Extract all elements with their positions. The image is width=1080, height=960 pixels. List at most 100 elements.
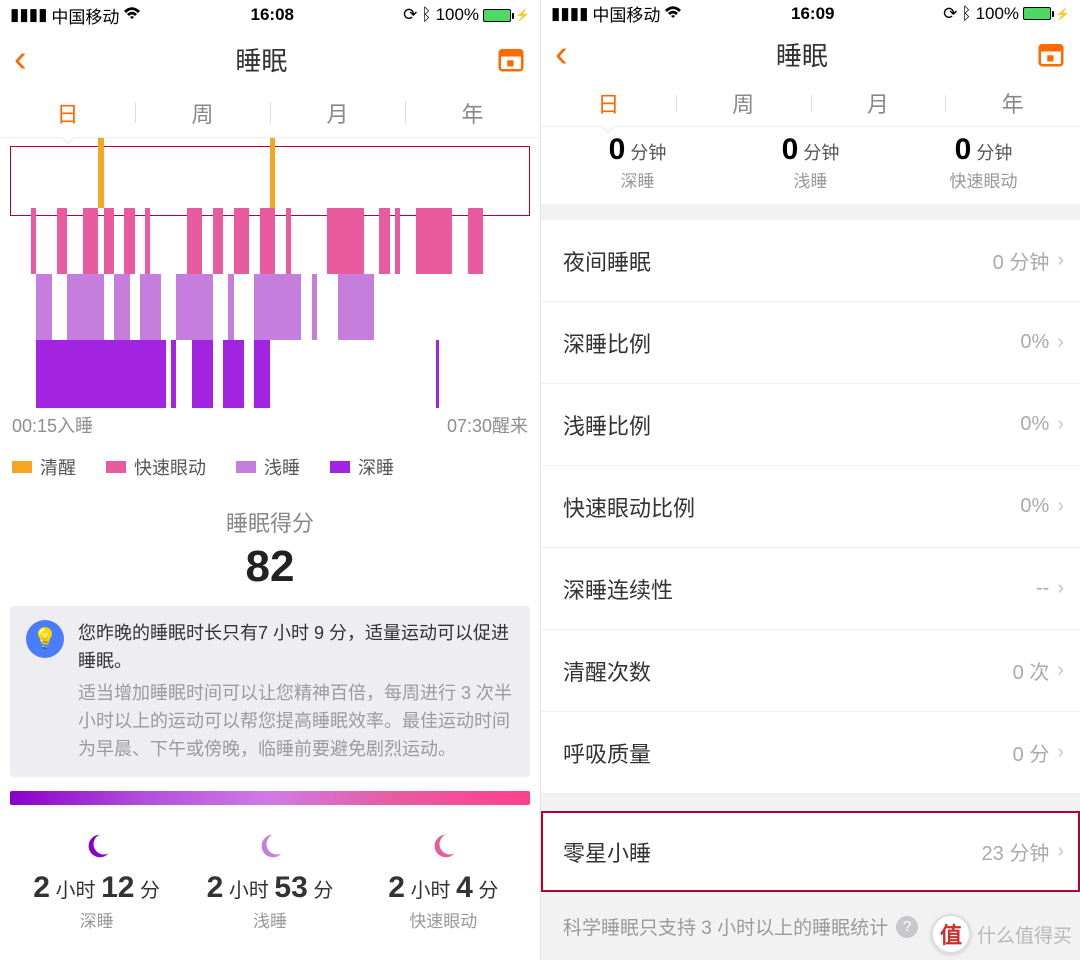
lock-icon: ⟳ [943,4,957,24]
legend-item: 清醒 [12,454,76,480]
right-screenshot: ▮▮▮▮ 中国移动 16:09 ⟳ ᛒ 100% ⚡ ‹ 睡眠 日周月年 0 分… [540,0,1080,960]
metric-row[interactable]: 夜间睡眠0 分钟› [541,220,1080,302]
row-nap[interactable]: 零星小睡 23 分钟 › [541,811,1080,893]
metric-row[interactable]: 清醒次数0 次› [541,630,1080,712]
range-tabs: 日周月年 [541,81,1080,127]
calendar-button[interactable] [496,44,526,74]
chart-segment [114,274,130,340]
range-tabs: 日周月年 [0,88,540,138]
metric-row[interactable]: 深睡比例0% › [541,302,1080,384]
watermark: 值 什么值得买 [931,914,1072,954]
row-value: 0% [1020,413,1049,436]
top-stat: 0 分钟深睡 [551,133,724,192]
breakdown-value: 2 小时 53 分 [183,871,356,905]
tab-日[interactable]: 日 [541,81,676,126]
chart-segment [67,274,103,340]
help-icon[interactable]: ? [896,916,918,938]
footer-text: 科学睡眠只支持 3 小时以上的睡眠统计 [563,913,888,940]
tab-年[interactable]: 年 [405,88,540,137]
row-label: 深睡比例 [563,327,1020,359]
chart-segment [286,208,291,274]
breakdown-label: 快速眼动 [357,907,530,932]
score-label: 睡眠得分 [0,506,540,538]
back-button[interactable]: ‹ [14,40,27,78]
top-stat-value: 0 分钟 [724,133,897,167]
chart-segment [468,208,484,274]
back-button[interactable]: ‹ [555,35,568,73]
chart-segment [98,138,103,208]
legend-swatch [106,461,126,473]
metric-row[interactable]: 深睡连续性--› [541,548,1080,630]
page-title: 睡眠 [568,36,1036,73]
chart-segment [36,340,166,408]
chevron-right-icon: › [1057,331,1064,354]
battery-pct: 100% [976,4,1019,24]
row-value: 0 次 [1013,656,1050,685]
chart-segment [83,208,99,274]
tab-月[interactable]: 月 [270,88,405,137]
metric-row[interactable]: 快速眼动比例0%› [541,466,1080,548]
chart-segment [187,208,203,274]
legend-item: 浅睡 [236,454,300,480]
nav-bar: ‹ 睡眠 [0,30,540,88]
legend-label: 快速眼动 [134,454,206,480]
carrier-label: 中国移动 [592,1,660,26]
row-value: 23 分钟 [982,837,1050,866]
battery-pct: 100% [436,5,479,25]
metric-row[interactable]: 呼吸质量0 分› [541,712,1080,794]
row-label: 夜间睡眠 [563,245,993,277]
lightbulb-icon: 💡 [26,620,64,658]
chart-segment [395,208,400,274]
legend-swatch [330,461,350,473]
nav-bar: ‹ 睡眠 [541,28,1080,81]
chart-segment [176,274,212,340]
charging-icon: ⚡ [1055,7,1070,21]
chart-segment [140,274,161,340]
chart-segment [436,340,439,408]
stage-breakdown: 2 小时 12 分深睡2 小时 53 分浅睡2 小时 4 分快速眼动 [0,827,540,948]
wifi-icon [664,4,682,24]
breakdown-label: 深睡 [10,907,183,932]
tab-周[interactable]: 周 [135,88,270,137]
sleep-chart: 00:15入睡 07:30醒来 清醒快速眼动浅睡深睡 [0,138,540,500]
breakdown-value: 2 小时 4 分 [357,871,530,905]
top-stat-value: 0 分钟 [551,133,724,167]
tab-周[interactable]: 周 [676,81,811,126]
signal-icon: ▮▮▮▮ [10,5,47,25]
top-stat: 0 分钟浅睡 [724,133,897,192]
track-awake [10,138,530,208]
chart-segment [213,208,223,274]
legend-swatch [12,461,32,473]
moon-icon [183,827,356,865]
bluetooth-icon: ᛒ [961,4,971,24]
chart-segment [145,208,150,274]
legend-label: 浅睡 [264,454,300,480]
stage-gradient-bar [10,791,530,805]
breakdown-item: 2 小时 12 分深睡 [10,827,183,932]
watermark-badge-icon: 值 [931,914,971,954]
row-value: 0% [1020,495,1049,518]
chevron-right-icon: › [1057,249,1064,272]
chart-segment [327,208,363,274]
tab-年[interactable]: 年 [945,81,1080,126]
top-stat-value: 0 分钟 [897,133,1070,167]
chevron-right-icon: › [1057,741,1064,764]
row-value: -- [1036,577,1049,600]
tab-日[interactable]: 日 [0,88,135,137]
row-value: 0% [1020,331,1049,354]
calendar-button[interactable] [1036,39,1066,69]
tip-main: 您昨晚的睡眠时长只有7 小时 9 分，适量运动可以促进睡眠。 [78,620,516,676]
track-deep [10,340,530,408]
status-time: 16:09 [688,4,937,24]
chart-segment [171,340,176,408]
breakdown-label: 浅睡 [183,907,356,932]
page-title: 睡眠 [27,41,496,78]
chart-legend: 清醒快速眼动浅睡深睡 [10,450,530,500]
sleep-time: 00:15入睡 [12,412,93,438]
tab-月[interactable]: 月 [811,81,946,126]
score-block: 睡眠得分 82 [0,500,540,606]
chart-segment [57,208,67,274]
status-bar: ▮▮▮▮ 中国移动 16:08 ⟳ ᛒ 100% ⚡ [0,0,540,30]
metric-row[interactable]: 浅睡比例0%› [541,384,1080,466]
top-summary: 0 分钟深睡0 分钟浅睡0 分钟快速眼动 [541,127,1080,204]
